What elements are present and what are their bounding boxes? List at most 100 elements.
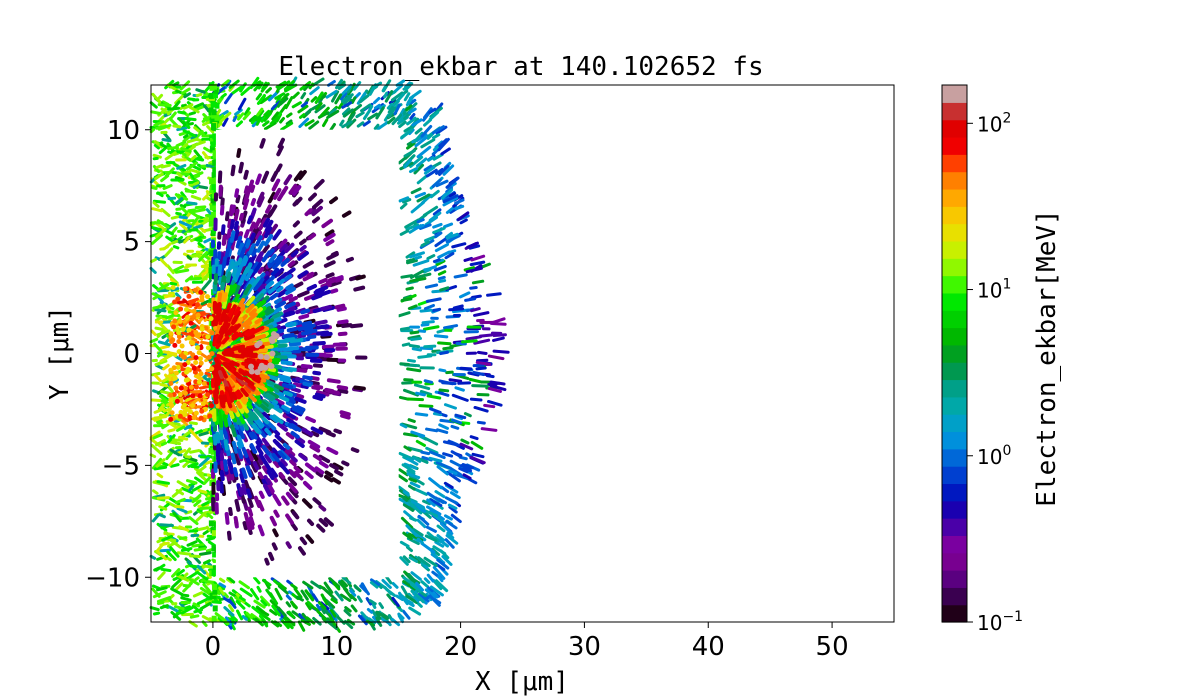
field-streak bbox=[279, 116, 286, 124]
field-streak bbox=[224, 616, 233, 627]
field-streak bbox=[435, 428, 449, 434]
field-streak bbox=[437, 575, 444, 583]
hot-spot bbox=[188, 384, 194, 390]
field-streak bbox=[192, 183, 200, 190]
field-streak bbox=[431, 133, 441, 140]
field-streak bbox=[176, 568, 185, 576]
colorbar-tick-label: 101 bbox=[977, 277, 1011, 303]
hot-spot bbox=[192, 369, 198, 375]
plume-streak bbox=[259, 403, 270, 413]
field-streak bbox=[174, 94, 185, 105]
plume-streak bbox=[267, 260, 276, 269]
field-streak bbox=[193, 174, 201, 179]
front-surface-cell bbox=[208, 273, 214, 280]
field-streak bbox=[400, 274, 414, 279]
plume-streak bbox=[287, 482, 298, 494]
plume-streak bbox=[288, 453, 298, 463]
field-streak bbox=[403, 462, 418, 470]
field-streak bbox=[169, 546, 180, 558]
plume-streak bbox=[299, 536, 308, 546]
plume-streak bbox=[279, 377, 292, 384]
field-streak bbox=[464, 297, 477, 302]
hot-spot bbox=[193, 287, 199, 293]
plume-streak bbox=[255, 445, 264, 456]
field-streak bbox=[405, 251, 416, 259]
hot-spot bbox=[168, 380, 174, 386]
plume-streak bbox=[241, 278, 250, 290]
colorbar-segment bbox=[942, 500, 967, 519]
field-streak bbox=[197, 489, 208, 494]
plume-streak bbox=[277, 450, 287, 460]
field-streak bbox=[426, 254, 436, 261]
field-streak bbox=[176, 507, 188, 514]
field-streak bbox=[163, 293, 174, 299]
field-streak bbox=[150, 444, 163, 456]
plume-streak bbox=[234, 498, 241, 512]
plume-streak bbox=[229, 219, 236, 230]
plume-streak bbox=[226, 228, 232, 241]
plume-streak bbox=[250, 411, 259, 421]
plume-streak bbox=[303, 481, 313, 490]
plume-streak bbox=[264, 427, 272, 436]
plume-streak bbox=[321, 218, 333, 229]
plume-streak bbox=[250, 346, 260, 351]
plume-streak bbox=[225, 414, 233, 428]
plume-streak bbox=[268, 223, 279, 236]
field-streak bbox=[156, 283, 170, 292]
field-streak bbox=[373, 123, 380, 130]
field-streak bbox=[418, 592, 430, 603]
field-streak bbox=[175, 573, 190, 582]
hot-spot bbox=[176, 330, 182, 336]
field-streak bbox=[317, 601, 327, 610]
field-streak bbox=[188, 482, 196, 487]
plume-streak bbox=[234, 371, 245, 381]
field-streak bbox=[172, 511, 182, 523]
plume-streak bbox=[221, 335, 230, 345]
hot-spot bbox=[191, 308, 197, 314]
field-streak bbox=[157, 340, 171, 347]
plume-streak bbox=[271, 542, 278, 551]
plume-streak bbox=[304, 470, 314, 479]
field-streak bbox=[383, 585, 393, 596]
plume-streak bbox=[251, 376, 261, 384]
field-streak bbox=[413, 131, 424, 144]
plume-streak bbox=[223, 439, 229, 451]
plume-streak bbox=[273, 509, 280, 518]
front-surface-cell bbox=[208, 298, 214, 305]
field-streak bbox=[355, 111, 365, 119]
colorbar-tick-label: 102 bbox=[977, 110, 1011, 136]
field-streak bbox=[433, 264, 447, 272]
field-streak bbox=[397, 311, 411, 318]
plume-streak bbox=[278, 394, 290, 403]
plume-streak bbox=[218, 414, 224, 428]
field-streak bbox=[408, 477, 418, 483]
field-streak bbox=[267, 92, 278, 102]
plume-streak bbox=[272, 493, 282, 507]
plume-streak bbox=[255, 251, 264, 263]
plume-streak bbox=[281, 495, 290, 506]
field-streak bbox=[450, 513, 462, 524]
colorbar-segment bbox=[942, 85, 967, 103]
field-streak bbox=[416, 537, 424, 545]
field-streak bbox=[417, 556, 431, 568]
plume-streak bbox=[282, 390, 293, 397]
field-streak bbox=[432, 258, 441, 263]
plume-streak bbox=[251, 276, 261, 288]
hot-spot bbox=[199, 311, 205, 317]
plume-streak bbox=[295, 405, 306, 412]
colorbar-segment bbox=[942, 206, 967, 225]
field-streak bbox=[249, 588, 260, 601]
plume-streak bbox=[222, 413, 229, 428]
plume-streak bbox=[227, 458, 232, 467]
field-streak bbox=[156, 93, 164, 101]
field-streak bbox=[152, 304, 167, 310]
hot-spot bbox=[193, 384, 199, 390]
field-streak bbox=[410, 336, 422, 341]
field-streak bbox=[151, 186, 158, 191]
plume-streak bbox=[221, 234, 227, 246]
plume-streak bbox=[304, 208, 313, 217]
plume-streak bbox=[294, 393, 305, 399]
plume-streak bbox=[241, 467, 248, 479]
plume-streak bbox=[231, 267, 238, 277]
plume-streak bbox=[262, 244, 270, 254]
